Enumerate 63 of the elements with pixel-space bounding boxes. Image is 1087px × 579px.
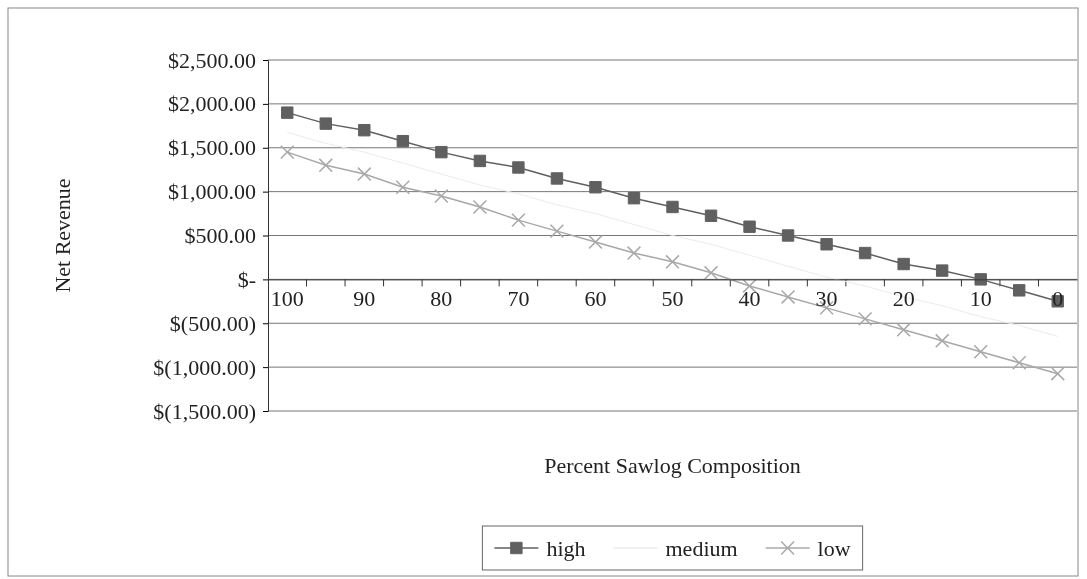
point (973, 344, 988, 359)
x-tick-label: 70 (507, 286, 530, 312)
point (626, 245, 642, 261)
legend-label: low (817, 536, 851, 561)
point (588, 234, 603, 250)
point (319, 117, 332, 130)
point (589, 181, 602, 194)
x-tick-label: 40 (738, 286, 761, 312)
point (627, 192, 641, 205)
x-tick-label: 100 (270, 286, 304, 312)
point (974, 273, 987, 286)
point (357, 166, 372, 182)
point (358, 124, 371, 137)
point (820, 238, 833, 251)
point (934, 333, 950, 348)
legend-label: medium (665, 536, 738, 561)
point (549, 223, 565, 239)
point (472, 199, 488, 215)
x-tick-label: 30 (815, 286, 838, 312)
y-tick-label: $500.00 (184, 223, 256, 249)
x-tick-label: 50 (661, 286, 684, 312)
x-tick-label: 60 (584, 286, 607, 312)
y-tick-label: $2,000.00 (168, 91, 256, 117)
point (896, 322, 911, 338)
point (857, 311, 873, 327)
point (1050, 366, 1065, 381)
y-tick-label: $1,500.00 (168, 135, 256, 161)
point (780, 289, 796, 305)
point (666, 200, 679, 214)
x-tick-label: 20 (892, 286, 915, 312)
x-tick-label: 10 (969, 286, 992, 312)
point (550, 172, 564, 185)
y-tick-label: $1,000.00 (168, 179, 256, 205)
point (1012, 355, 1027, 370)
y-tick-label: $2,500.00 (168, 47, 256, 73)
y-tick-label: $(500.00) (169, 310, 256, 336)
point (781, 229, 795, 242)
point (473, 154, 487, 168)
point (1013, 284, 1026, 297)
point (318, 158, 333, 173)
point (935, 264, 949, 277)
x-tick-label: 90 (353, 286, 376, 312)
point (858, 246, 872, 260)
x-axis-title: Percent Sawlog Composition (544, 453, 801, 478)
point (281, 106, 294, 119)
y-tick-label: $(1,000.00) (153, 354, 256, 380)
point (665, 254, 680, 270)
point (897, 257, 910, 271)
point (704, 209, 718, 222)
point (703, 265, 719, 280)
point (511, 212, 526, 228)
point (396, 134, 410, 148)
point (395, 180, 411, 195)
point (512, 161, 525, 174)
y-axis-title: Net Revenue (50, 178, 75, 293)
point (743, 220, 756, 233)
y-tick-label: $- (237, 266, 256, 292)
point (435, 145, 448, 159)
x-tick-label: 80 (430, 286, 453, 312)
point (280, 144, 295, 160)
point (434, 188, 449, 204)
legend-label: high (546, 536, 586, 561)
y-tick-label: $(1,500.00) (153, 398, 256, 424)
